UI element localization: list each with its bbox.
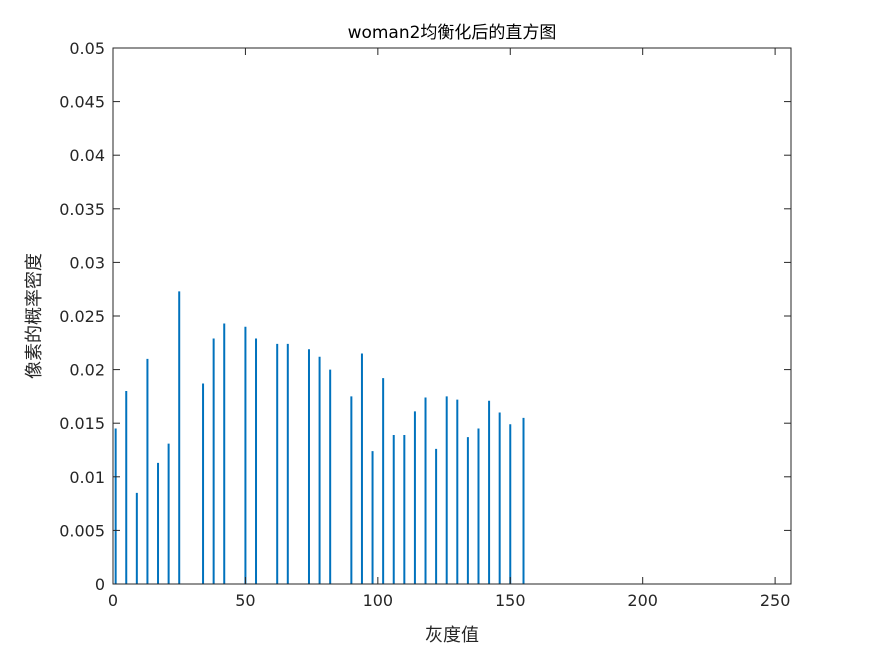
x-tick-label: 100 xyxy=(363,591,394,610)
x-tick-label: 50 xyxy=(235,591,255,610)
axes-box xyxy=(112,47,792,585)
x-tick-label: 250 xyxy=(760,591,791,610)
ticks-group: 0 50 100 150 200 250 0 0.005 0.01 0.015 0.02 0.025 0… xyxy=(59,39,791,610)
chart-title: woman2均衡化后的直方图 xyxy=(348,23,557,43)
y-tick-label: 0.02 xyxy=(69,361,105,380)
y-tick-label: 0.025 xyxy=(59,307,105,326)
x-tick-label: 200 xyxy=(627,591,658,610)
y-tick-label: 0.03 xyxy=(69,253,105,272)
x-tick-label: 150 xyxy=(495,591,526,610)
y-tick-label: 0.05 xyxy=(69,39,105,58)
x-tick-label: 0 xyxy=(108,591,118,610)
y-tick-label: 0 xyxy=(95,575,105,594)
bars-group xyxy=(114,291,525,584)
y-tick-label: 0.015 xyxy=(59,414,105,433)
y-tick-label: 0.04 xyxy=(69,146,105,165)
plot-area xyxy=(113,48,791,584)
y-tick-label: 0.035 xyxy=(59,200,105,219)
y-axis-label: 像素的概率密度 xyxy=(24,253,45,379)
x-axis-label: 灰度值 xyxy=(425,625,479,646)
y-tick-label: 0.005 xyxy=(59,521,105,540)
y-tick-label: 0.01 xyxy=(69,468,105,487)
y-tick-label: 0.045 xyxy=(59,93,105,112)
